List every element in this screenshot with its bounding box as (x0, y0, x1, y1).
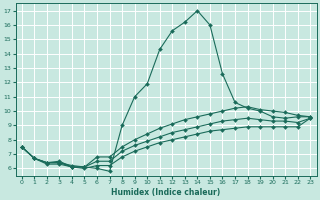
X-axis label: Humidex (Indice chaleur): Humidex (Indice chaleur) (111, 188, 221, 197)
